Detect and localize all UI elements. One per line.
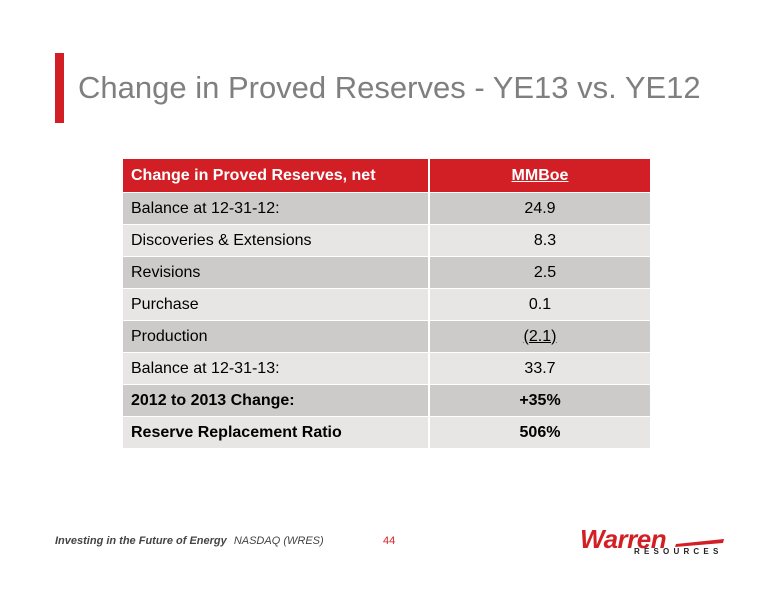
- header-label: Change in Proved Reserves, net: [123, 158, 430, 193]
- table-row: Revisions 2.5: [123, 256, 650, 289]
- row-label: Balance at 12-31-13:: [123, 352, 430, 385]
- row-value: 33.7: [429, 352, 650, 385]
- row-label: Reserve Replacement Ratio: [123, 416, 430, 449]
- row-value: 24.9: [429, 192, 650, 225]
- logo-swoosh-icon: [675, 539, 724, 547]
- footer-tagline: Investing in the Future of Energy NASDAQ…: [55, 535, 324, 547]
- reserves-table: Change in Proved Reserves, net MMBoe Bal…: [123, 158, 650, 449]
- table-row: Discoveries & Extensions 8.3: [123, 224, 650, 257]
- row-value: +35%: [429, 384, 650, 417]
- row-label: Discoveries & Extensions: [123, 224, 430, 257]
- row-value: 0.1: [429, 288, 650, 321]
- row-label: Purchase: [123, 288, 430, 321]
- table-row: Production (2.1): [123, 320, 650, 353]
- header-unit: MMBoe: [429, 158, 650, 193]
- company-logo: Warren RESOURCES: [580, 526, 730, 558]
- row-value: (2.1): [523, 327, 557, 345]
- row-value: 506%: [429, 416, 650, 449]
- table-header-row: Change in Proved Reserves, net MMBoe: [123, 158, 650, 193]
- table-row: Balance at 12-31-13: 33.7: [123, 352, 650, 385]
- table-row: 2012 to 2013 Change: +35%: [123, 384, 650, 417]
- row-label: Production: [123, 320, 430, 353]
- table-row: Balance at 12-31-12: 24.9: [123, 192, 650, 225]
- logo-subtitle: RESOURCES: [634, 547, 723, 556]
- table-row: Purchase 0.1: [123, 288, 650, 321]
- row-label: Balance at 12-31-12:: [123, 192, 430, 225]
- row-label: Revisions: [123, 256, 430, 289]
- row-value: 8.3: [533, 231, 557, 249]
- slide-title: Change in Proved Reserves - YE13 vs. YE1…: [78, 70, 701, 105]
- row-label: 2012 to 2013 Change:: [123, 384, 430, 417]
- tagline-text: Investing in the Future of Energy: [55, 535, 227, 547]
- row-value: 2.5: [533, 263, 557, 281]
- table-row: Reserve Replacement Ratio 506%: [123, 416, 650, 449]
- logo-wordmark: Warren: [580, 524, 667, 554]
- ticker-text: NASDAQ (WRES): [233, 535, 324, 547]
- title-accent-bar: [55, 53, 64, 123]
- page-number: 44: [383, 535, 396, 547]
